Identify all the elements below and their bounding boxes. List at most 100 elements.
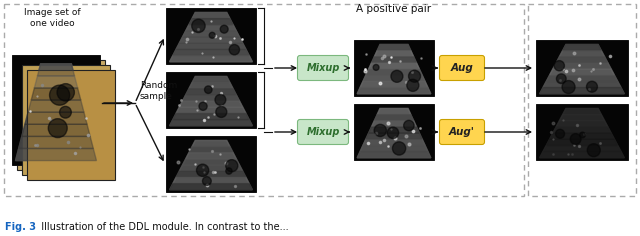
Polygon shape [369,127,419,133]
Circle shape [556,129,564,138]
Polygon shape [363,75,425,81]
Circle shape [373,64,379,70]
Polygon shape [365,133,422,139]
Polygon shape [540,88,625,94]
Polygon shape [550,133,614,139]
FancyBboxPatch shape [440,119,484,144]
Text: Illustration of the DDL module. In contrast to the...: Illustration of the DDL module. In contr… [35,222,289,232]
FancyBboxPatch shape [298,55,349,80]
Polygon shape [28,100,84,112]
Circle shape [588,144,600,157]
Polygon shape [182,31,239,37]
Polygon shape [170,56,252,62]
Circle shape [57,84,74,101]
Polygon shape [192,76,230,83]
Polygon shape [176,171,246,177]
Circle shape [562,80,575,93]
Polygon shape [25,112,87,124]
Text: Mixup: Mixup [307,127,340,137]
Circle shape [556,74,566,84]
Polygon shape [543,81,621,88]
Polygon shape [550,69,614,75]
Polygon shape [179,101,243,107]
Circle shape [205,86,212,93]
Polygon shape [189,19,233,25]
Polygon shape [189,147,233,153]
Polygon shape [377,44,411,51]
Circle shape [60,106,71,118]
Polygon shape [540,109,625,158]
Polygon shape [31,88,81,100]
Polygon shape [15,148,97,161]
Circle shape [196,164,209,176]
Bar [27,70,115,180]
Text: Aug': Aug' [449,127,475,137]
Polygon shape [556,57,608,63]
Bar [12,55,100,165]
FancyBboxPatch shape [440,55,484,80]
Polygon shape [556,121,608,127]
Polygon shape [360,145,428,152]
Polygon shape [363,139,425,145]
Text: Fig. 3: Fig. 3 [5,222,36,232]
Polygon shape [35,76,77,88]
Circle shape [570,134,581,144]
Polygon shape [192,140,230,147]
Circle shape [408,70,420,82]
Polygon shape [360,81,428,88]
Bar [22,65,110,175]
Polygon shape [182,95,239,101]
Text: Random
sample: Random sample [140,81,177,101]
Polygon shape [38,64,74,76]
Circle shape [229,45,239,55]
Circle shape [554,61,564,71]
Bar [536,40,628,96]
Circle shape [580,132,586,138]
Polygon shape [179,165,243,171]
Polygon shape [357,44,431,94]
Circle shape [404,120,414,131]
Polygon shape [365,69,422,75]
Circle shape [192,19,205,33]
Polygon shape [559,115,605,121]
Circle shape [586,81,597,92]
Circle shape [407,79,419,91]
Polygon shape [182,159,239,165]
Polygon shape [374,115,413,121]
Polygon shape [173,177,249,184]
Bar [354,104,434,160]
Circle shape [202,177,211,185]
Polygon shape [176,107,246,114]
Polygon shape [357,109,431,158]
Polygon shape [374,51,413,57]
Polygon shape [170,140,252,190]
Polygon shape [186,25,236,31]
Circle shape [49,85,70,105]
Polygon shape [170,76,252,126]
Polygon shape [540,152,625,158]
Bar [166,8,256,64]
Text: Aug: Aug [451,63,474,73]
Bar [354,40,434,96]
Polygon shape [540,44,625,94]
Circle shape [199,102,207,110]
Circle shape [387,127,399,139]
Polygon shape [186,153,236,159]
Polygon shape [553,127,611,133]
Polygon shape [546,75,618,81]
Polygon shape [186,89,236,95]
FancyBboxPatch shape [298,119,349,144]
Bar [166,72,256,128]
Circle shape [392,142,406,155]
Polygon shape [546,139,618,145]
Circle shape [48,119,67,138]
Polygon shape [179,37,243,43]
Polygon shape [357,88,431,94]
Polygon shape [22,124,90,136]
Bar [4,4,524,196]
Polygon shape [170,13,252,62]
Polygon shape [173,114,249,120]
Circle shape [220,25,228,33]
Text: Image set of
one video: Image set of one video [24,8,80,28]
Polygon shape [559,51,605,57]
